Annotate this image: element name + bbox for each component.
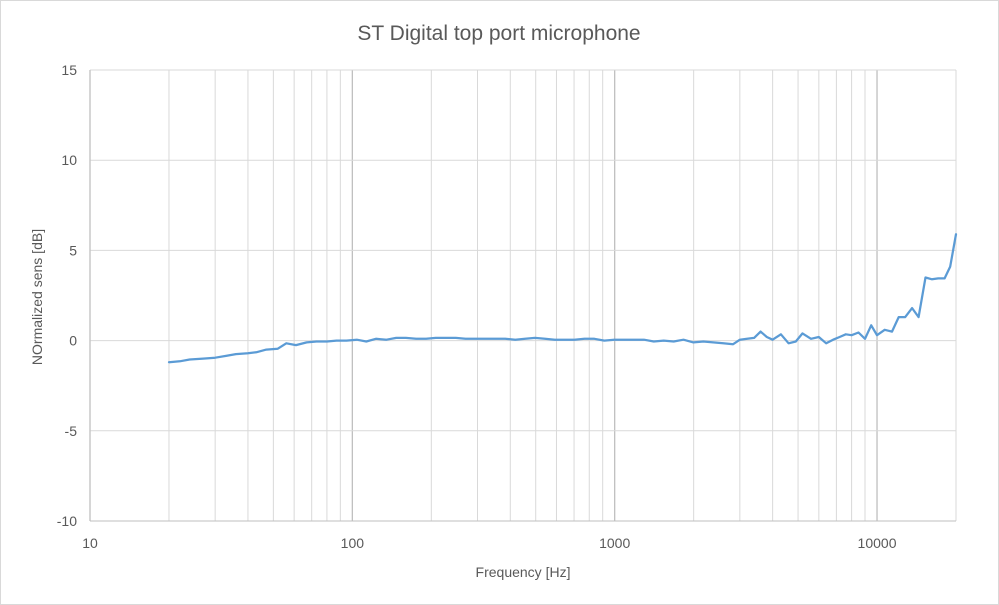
y-tick-label: 0	[69, 333, 77, 349]
x-tick-label: 1000	[599, 535, 630, 551]
y-tick-label: 5	[69, 242, 77, 258]
y-axis-label: NOrmalized sens [dB]	[29, 229, 45, 365]
y-tick-label: 10	[61, 152, 77, 168]
y-tick-label: -10	[57, 513, 77, 529]
x-tick-label: 10000	[858, 535, 897, 551]
x-axis-label: Frequency [Hz]	[476, 564, 571, 580]
x-tick-label: 100	[341, 535, 365, 551]
grid	[89, 69, 957, 522]
x-tick-label: 10	[82, 535, 98, 551]
y-tick-label: -5	[65, 423, 78, 439]
chart-title: ST Digital top port microphone	[357, 22, 640, 45]
series-line	[167, 233, 958, 364]
axes	[89, 70, 956, 522]
series-layer	[167, 233, 958, 364]
y-tick-label: 15	[61, 62, 77, 78]
labels: ST Digital top port microphone Frequency…	[29, 22, 897, 580]
